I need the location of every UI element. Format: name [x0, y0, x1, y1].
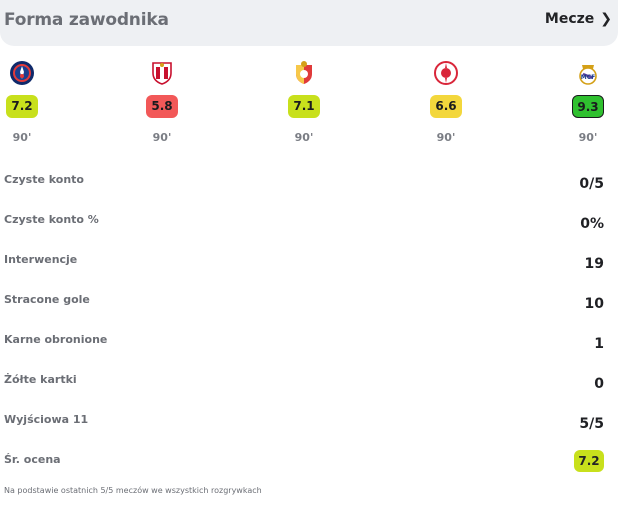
minutes-played: 90': [436, 131, 456, 144]
match-item[interactable]: 6.6 90': [424, 60, 468, 144]
matches-link-label: Mecze: [544, 11, 595, 27]
stat-row: Interwencje 19: [4, 250, 604, 272]
stat-row: Wyjściowa 11 5/5: [4, 410, 604, 432]
olympiacos-crest-icon: [434, 61, 458, 85]
stat-row: Żółte kartki 0: [4, 370, 604, 392]
average-rating-badge: 7.2: [574, 450, 604, 472]
stat-label: Wyjściowa 11: [4, 413, 89, 426]
chevron-right-icon: ❯: [600, 11, 612, 27]
girona-crest-icon: [296, 61, 312, 84]
stat-value: 1: [594, 336, 604, 352]
stat-row: Stracone gole 10: [4, 290, 604, 312]
minutes-played: 90': [152, 131, 172, 144]
match-item[interactable]: 7.1 90': [282, 60, 326, 144]
stat-label: Stracone gole: [4, 293, 90, 306]
rating-badge: 9.3: [572, 95, 604, 118]
stat-label: Interwencje: [4, 253, 78, 266]
match-item[interactable]: 7.2 90': [0, 60, 44, 144]
average-rating-label: Śr. ocena: [4, 453, 61, 466]
match-ratings-row: 7.2 90' 5.8 90' 7.1 90' 6.6 90': [0, 46, 618, 146]
stat-row: Karne obronione 1: [4, 330, 604, 352]
average-rating-row: Śr. ocena 7.2: [4, 450, 604, 474]
footnote: Na podstawie ostatnich 5/5 meczów we wsz…: [4, 486, 262, 495]
minutes-played: 90': [12, 131, 32, 144]
match-item[interactable]: MCF 9.3 90': [566, 60, 610, 144]
stat-label: Żółte kartki: [4, 373, 77, 386]
stat-label: Karne obronione: [4, 333, 108, 346]
stat-value: 0: [594, 376, 604, 392]
stat-row: Czyste konto % 0%: [4, 210, 604, 232]
svg-text:MCF: MCF: [581, 74, 595, 81]
section-title: Forma zawodnika: [4, 10, 169, 30]
sevilla-crest-icon: [152, 62, 172, 85]
real-madrid-crest-icon: MCF: [579, 65, 597, 85]
stat-label: Czyste konto %: [4, 213, 99, 226]
stat-value: 5/5: [579, 416, 604, 432]
rating-badge: 5.8: [146, 95, 178, 118]
stat-row: Czyste konto 0/5: [4, 170, 604, 192]
minutes-played: 90': [578, 131, 598, 144]
form-header: Forma zawodnika Mecze ❯: [0, 0, 618, 46]
psg-crest-icon: [10, 61, 34, 85]
rating-badge: 7.2: [6, 95, 38, 118]
minutes-played: 90': [294, 131, 314, 144]
stat-value: 0%: [580, 216, 604, 232]
rating-badge: 7.1: [288, 95, 320, 118]
match-item[interactable]: 5.8 90': [140, 60, 184, 144]
stat-label: Czyste konto: [4, 173, 84, 186]
stat-value: 10: [584, 296, 604, 312]
matches-link[interactable]: Mecze ❯: [545, 11, 612, 27]
rating-badge: 6.6: [430, 95, 462, 118]
stat-value: 19: [584, 256, 604, 272]
stat-value: 0/5: [579, 176, 604, 192]
